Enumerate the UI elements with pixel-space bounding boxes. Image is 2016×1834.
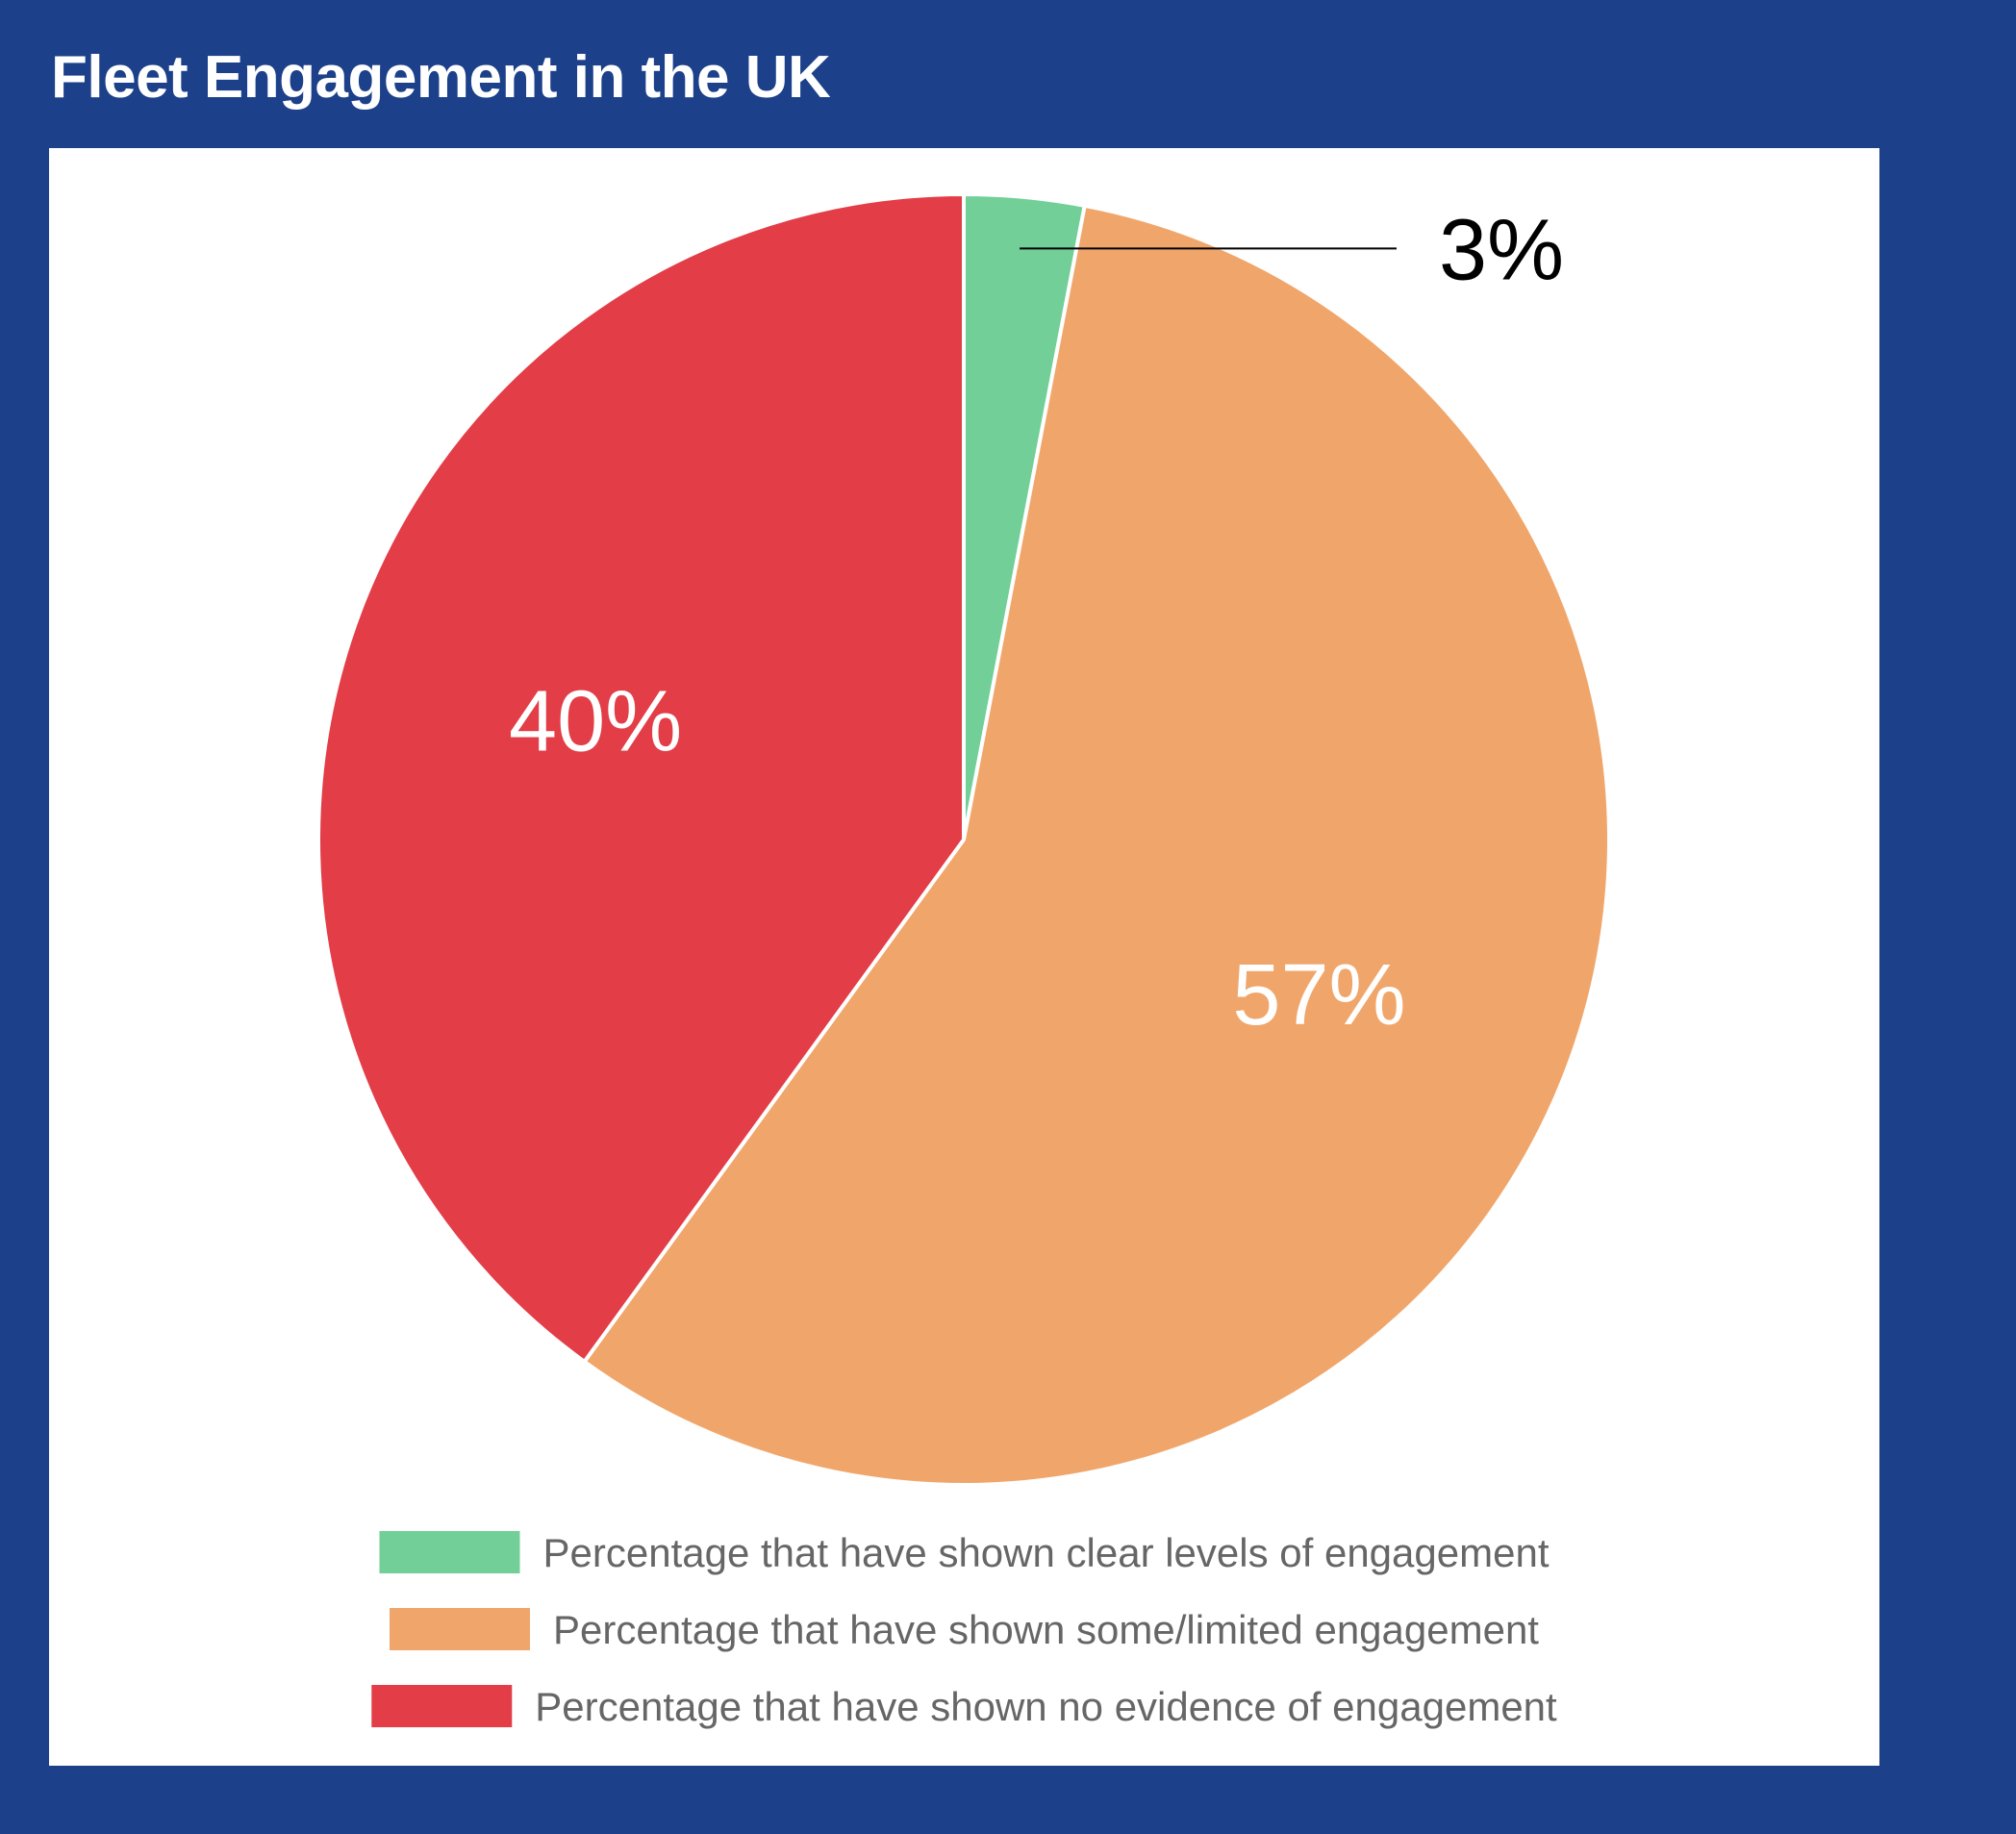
legend-swatch (379, 1531, 520, 1573)
legend-label: Percentage that have shown no evidence o… (535, 1684, 1557, 1729)
pie-slice-57 (582, 203, 1611, 1487)
slice-value-label: 3% (1439, 202, 1564, 298)
legend: Percentage that have shown clear levels … (371, 1530, 1557, 1729)
pie-slice-40 (316, 192, 966, 1364)
legend-swatch (371, 1685, 513, 1727)
legend-item-3: Percentage that have shown clear levels … (379, 1530, 1550, 1575)
page-title: Fleet Engagement in the UK (51, 44, 831, 111)
slice-value-label: 40% (509, 674, 682, 770)
slice-labels: 3% 57% 40% (509, 202, 1564, 1043)
slice-value-label: 57% (1232, 947, 1405, 1043)
pie-slices (316, 192, 1611, 1487)
legend-item-57: Percentage that have shown some/limited … (390, 1607, 1539, 1652)
legend-item-40: Percentage that have shown no evidence o… (371, 1684, 1557, 1729)
legend-swatch (390, 1608, 531, 1650)
chart-card: 3% 57% 40% Percentage that have shown clea… (49, 148, 1879, 1766)
pie-chart: 3% 57% 40% Percentage that have shown clea… (316, 192, 1611, 1729)
legend-label: Percentage that have shown clear levels … (542, 1530, 1549, 1575)
legend-label: Percentage that have shown some/limited … (553, 1607, 1539, 1652)
